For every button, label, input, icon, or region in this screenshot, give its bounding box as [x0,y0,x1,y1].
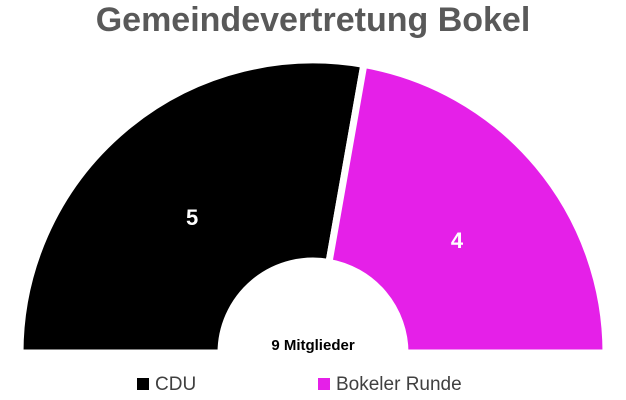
baseline-cover [0,353,626,400]
legend-swatch [137,378,149,390]
segment [16,56,368,357]
legend-swatch [318,378,330,390]
data-label: 4 [451,228,464,253]
legend-label: CDU [155,374,196,395]
data-label: 5 [186,205,198,230]
chart-title: Gemeindevertretung Bokel [96,1,531,39]
segment [324,60,610,357]
center-label: 9 Mitglieder [271,337,355,354]
legend-label: Bokeler Runde [336,374,462,395]
